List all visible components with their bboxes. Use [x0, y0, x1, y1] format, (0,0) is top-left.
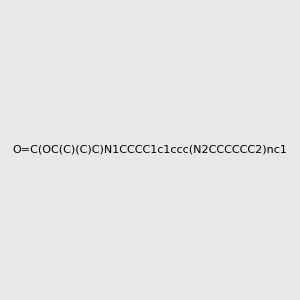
Text: O=C(OC(C)(C)C)N1CCCC1c1ccc(N2CCCCCC2)nc1: O=C(OC(C)(C)C)N1CCCC1c1ccc(N2CCCCCC2)nc1 [13, 145, 287, 155]
